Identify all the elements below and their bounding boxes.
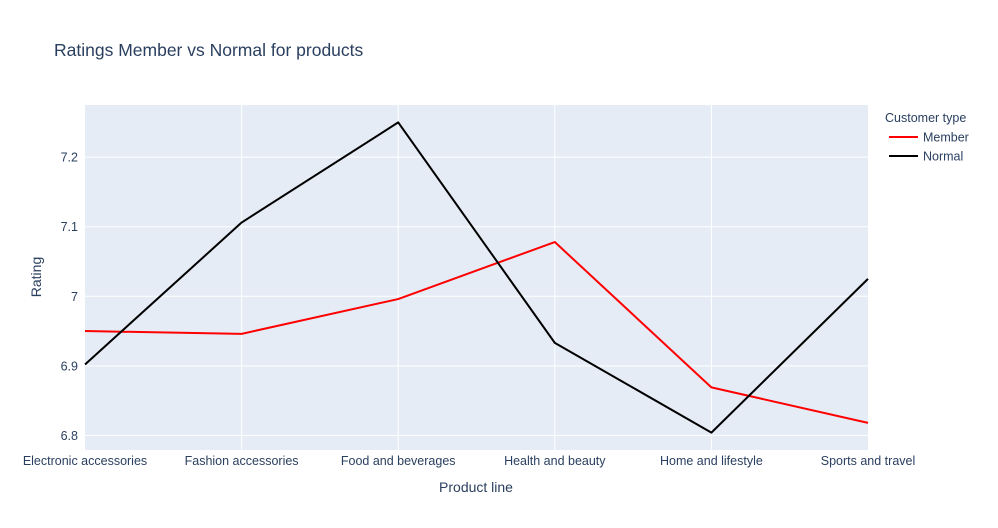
x-tick-label: Home and lifestyle xyxy=(660,454,763,468)
legend-item-member[interactable]: Member xyxy=(889,131,969,145)
y-tick-label: 7.2 xyxy=(61,151,78,165)
legend-label: Member xyxy=(923,131,969,145)
y-axis-title: Rating xyxy=(28,257,44,297)
legend-items[interactable]: Member Normal xyxy=(889,131,969,164)
x-tick-label: Health and beauty xyxy=(504,454,606,468)
x-tick-label: Food and beverages xyxy=(341,454,456,468)
x-tick-label: Sports and travel xyxy=(821,454,916,468)
x-tick-labels: Electronic accessories Fashion accessorie… xyxy=(23,454,915,468)
y-tick-label: 6.9 xyxy=(61,359,78,373)
y-tick-label: 7.1 xyxy=(61,220,78,234)
legend-label: Normal xyxy=(923,150,963,164)
legend[interactable]: Customer type Member Normal xyxy=(885,111,969,164)
series-lines xyxy=(84,121,869,434)
x-tick-label: Electronic accessories xyxy=(23,454,147,468)
y-tick-label: 7 xyxy=(71,290,78,304)
x-axis-title: Product line xyxy=(439,479,513,495)
y-gridlines xyxy=(85,156,868,436)
legend-item-normal[interactable]: Normal xyxy=(889,150,963,164)
x-tick-label: Fashion accessories xyxy=(185,454,299,468)
y-tick-label: 6.8 xyxy=(61,429,78,443)
series-line-normal xyxy=(84,121,869,434)
y-tick-labels: 6.8 6.9 7 7.1 7.2 xyxy=(61,151,78,443)
x-gridlines xyxy=(241,105,712,450)
series-line-member xyxy=(84,241,869,424)
chart-title: Ratings Member vs Normal for products xyxy=(54,40,364,60)
legend-title: Customer type xyxy=(885,111,966,125)
